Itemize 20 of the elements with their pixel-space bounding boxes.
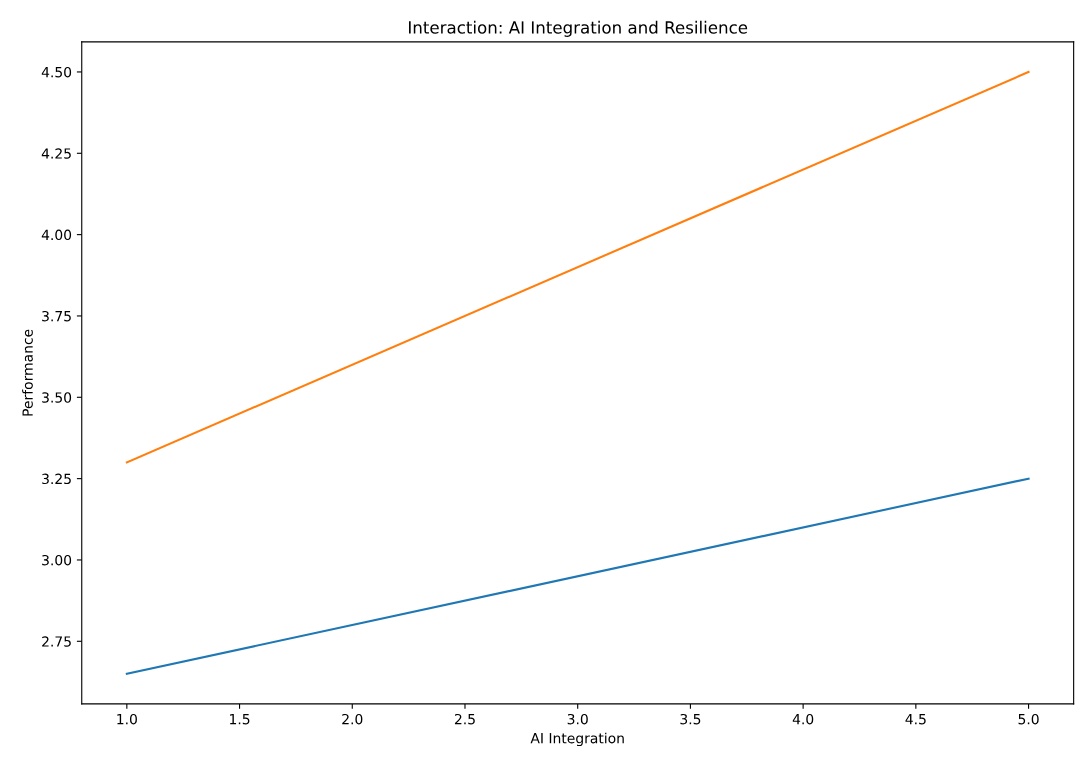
y-tick-label: 2.75 xyxy=(42,636,71,647)
x-tick-label: 5.0 xyxy=(1018,713,1039,725)
chart-title: Interaction: AI Integration and Resilience xyxy=(409,20,748,37)
x-tick-label: 4.5 xyxy=(905,714,926,725)
x-tick-label: 2.0 xyxy=(342,713,363,725)
y-tick-label: 3.75 xyxy=(42,310,71,322)
x-tick-label: 3.5 xyxy=(680,713,701,725)
y-tick-label: 4.50 xyxy=(41,66,72,78)
x-tick-label: 3.0 xyxy=(567,713,588,725)
y-tick-label: 4.00 xyxy=(41,229,72,241)
x-tick-label: 1.5 xyxy=(230,714,250,725)
y-tick-label: 4.25 xyxy=(41,148,71,159)
y-tick-label: 3.00 xyxy=(42,554,72,566)
x-tick-label: 2.5 xyxy=(454,713,475,725)
y-tick-label: 3.25 xyxy=(42,473,71,485)
x-tick-label: 1.0 xyxy=(117,713,137,725)
y-axis-title: Performance xyxy=(22,329,33,416)
x-tick-label: 4.0 xyxy=(792,713,814,725)
y-tick-label: 3.50 xyxy=(42,392,72,403)
x-axis-title: AI Integration xyxy=(530,732,624,747)
